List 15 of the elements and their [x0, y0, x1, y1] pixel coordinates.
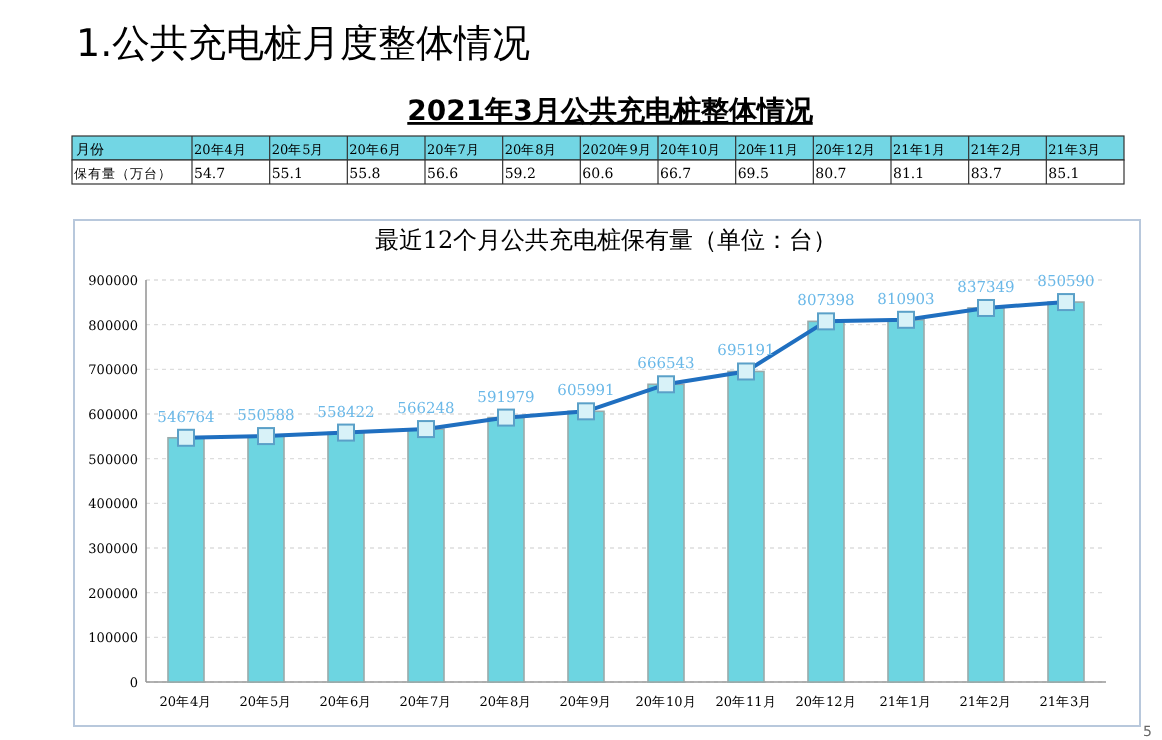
bar [727, 370, 765, 683]
bar [887, 319, 925, 683]
bar [487, 416, 525, 683]
bar [1047, 301, 1085, 683]
bar [567, 410, 605, 683]
bar [407, 428, 445, 683]
bar [167, 436, 205, 683]
bar [807, 320, 845, 683]
bar [327, 431, 365, 683]
text: 1.公共充电桩月度整体情况 [76, 22, 531, 66]
text: 2021年3月公共充电桩整体情况 [407, 94, 815, 128]
bar [247, 435, 285, 683]
bar [967, 307, 1005, 683]
chart-title: 最近12个月公共充电桩保有量（单位：台） [374, 226, 838, 254]
bar [647, 383, 685, 683]
